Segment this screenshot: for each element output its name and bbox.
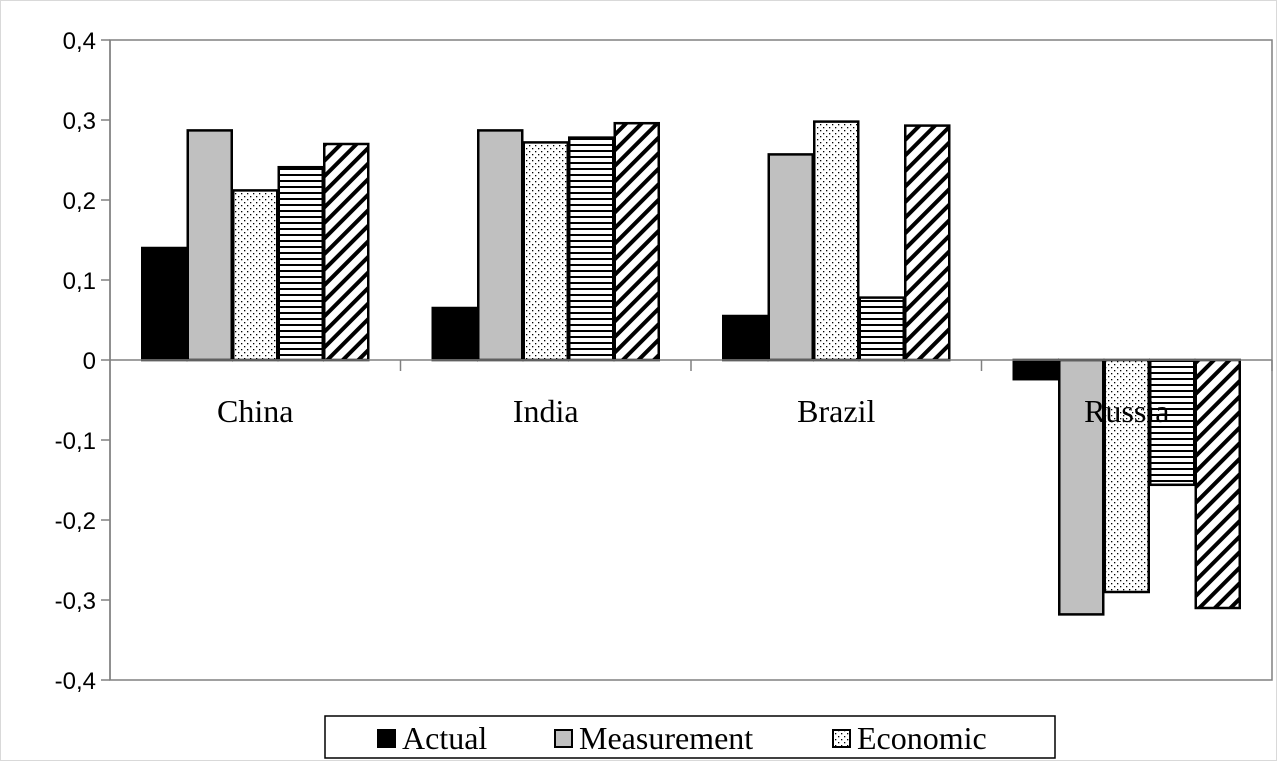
category-label-india: India [513, 393, 579, 429]
bar-brazil-4 [858, 296, 905, 362]
bar-china-3 [232, 189, 279, 362]
legend-swatch-economic [832, 729, 851, 748]
y-tick-label: 0,1 [63, 268, 96, 295]
y-tick-label: 0,3 [63, 108, 96, 135]
axes [101, 39, 1273, 681]
bar-russia-3 [1103, 358, 1150, 594]
labels: 0,4 0,3 0,2 0,1 0 -0,1 -0,2 -0,3 -0,4 China India B… [55, 28, 1170, 695]
bar-china-5 [323, 142, 370, 362]
y-tick-label: -0,4 [55, 668, 96, 695]
legend-box [324, 715, 1056, 759]
category-label-brazil: Brazil [797, 393, 875, 429]
bar-china-1 [141, 246, 188, 362]
legend-label-actual: Actual [402, 720, 487, 756]
legend-label-economic: Economic [857, 720, 987, 756]
y-tick-label: 0 [83, 348, 96, 375]
bar-india-4 [568, 136, 615, 362]
bar-india-2 [477, 129, 524, 362]
category-label-china: China [217, 393, 293, 429]
bar-india-1 [431, 306, 478, 362]
bar-india-5 [613, 121, 660, 362]
bar-brazil-3 [813, 120, 860, 362]
y-tick-label: -0,1 [55, 428, 96, 455]
y-tick-label: -0,2 [55, 508, 96, 535]
legend-swatch-measurement [554, 729, 573, 748]
legend-label-measurement: Measurement [579, 720, 753, 756]
bar-china-2 [186, 129, 233, 362]
category-label-russia: Russia [1084, 393, 1169, 429]
legend: Actual Measurement Economic [324, 715, 1056, 759]
bar-brazil-1 [722, 314, 769, 362]
bar-india-3 [522, 141, 569, 362]
bar-brazil-5 [904, 124, 951, 362]
y-tick-label: 0,2 [63, 188, 96, 215]
bar-china-4 [277, 165, 324, 362]
bar-russia-1 [1012, 358, 1059, 381]
bar-russia-5 [1194, 358, 1241, 610]
bar-brazil-2 [767, 153, 814, 362]
legend-swatch-actual [377, 729, 396, 748]
bar-russia-2 [1058, 358, 1105, 616]
y-tick-label: 0,4 [63, 28, 96, 55]
bar-russia-4 [1149, 358, 1196, 487]
y-tick-label: -0,3 [55, 588, 96, 615]
